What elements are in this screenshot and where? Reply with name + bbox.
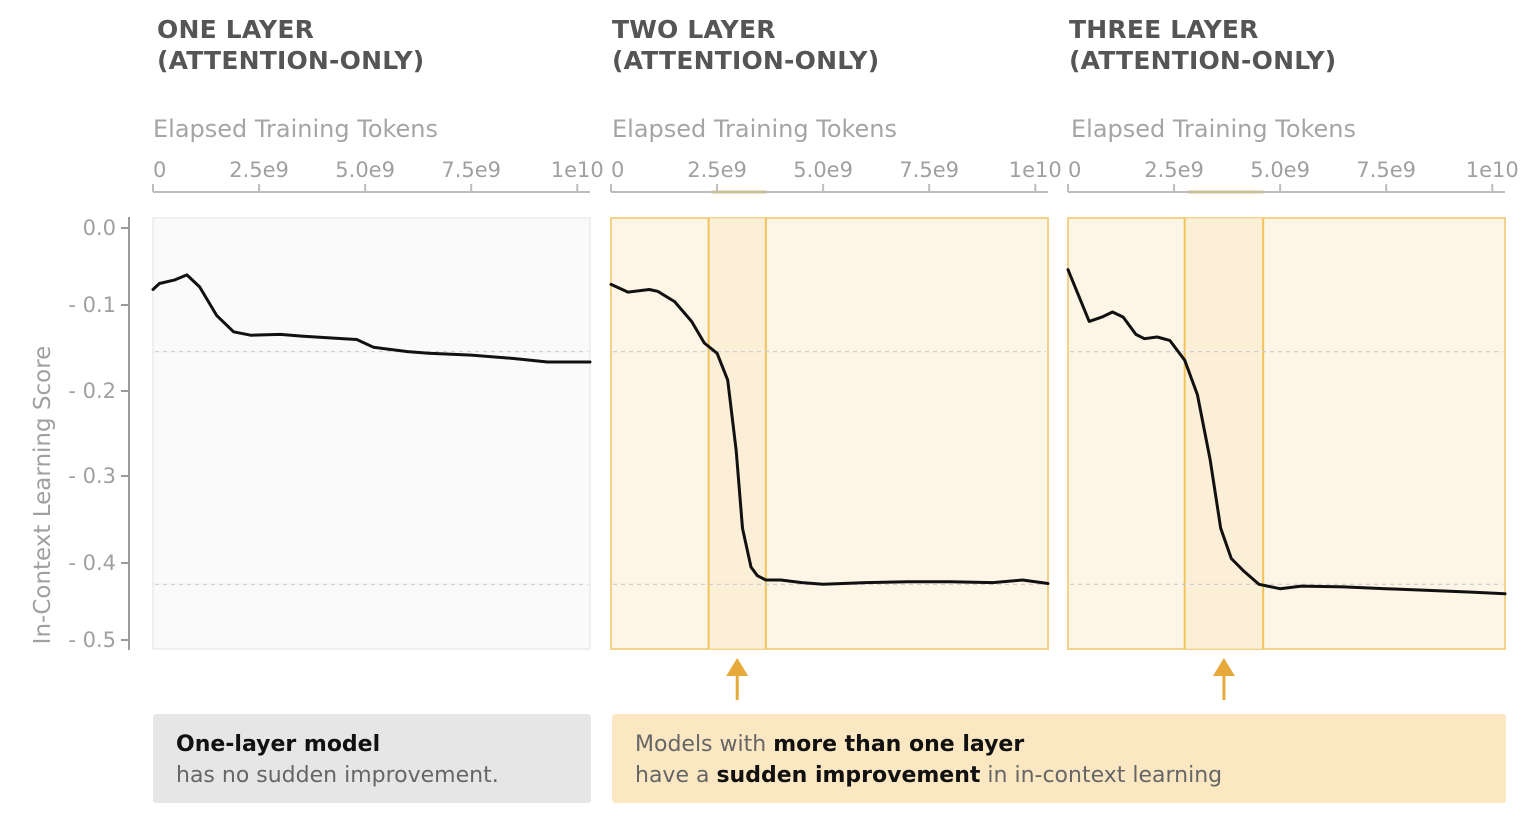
panel-title-three-layer: THREE LAYER (ATTENTION-ONLY)	[1069, 15, 1337, 75]
callout-bold: One-layer model	[176, 732, 381, 757]
plot-area	[152, 217, 591, 650]
x-tick-label: 2.5e9	[1144, 158, 1204, 182]
y-tick-label: - 0.5	[68, 628, 116, 652]
x-tick-label: 0	[1068, 158, 1081, 182]
x-axis-label: Elapsed Training Tokens	[153, 115, 439, 143]
y-tick-label: - 0.1	[68, 293, 116, 317]
y-axis-label: In-Context Learning Score	[30, 346, 56, 645]
callout-text: has no sudden improvement.	[176, 763, 499, 788]
x-tick-label: 7.5e9	[899, 158, 959, 182]
panel-title-two-layer: TWO LAYER (ATTENTION-ONLY)	[612, 15, 880, 75]
x-tick-label: 7.5e9	[1356, 158, 1416, 182]
y-tick-label: - 0.4	[68, 551, 116, 575]
x-tick-label: 2.5e9	[687, 158, 747, 182]
callout-text: in in-context learning	[980, 763, 1223, 788]
x-tick-label: 1e10	[551, 158, 604, 182]
transition-band	[708, 218, 766, 649]
x-tick-label: 7.5e9	[441, 158, 501, 182]
one-layer-callout: One-layer model has no sudden improvemen…	[153, 714, 591, 803]
x-tick-label: 1e10	[1466, 158, 1519, 182]
x-axis-label: Elapsed Training Tokens	[1071, 115, 1357, 143]
x-tick-label: 5.0e9	[335, 158, 395, 182]
x-axis-label: Elapsed Training Tokens	[612, 115, 898, 143]
plot-area	[1067, 217, 1506, 650]
multi-layer-callout: Models with more than one layer have a s…	[612, 714, 1506, 803]
score-curve	[609, 282, 1050, 586]
arrow-head	[1212, 658, 1235, 676]
x-tick-label: 5.0e9	[793, 158, 853, 182]
x-tick-label: 0	[611, 158, 624, 182]
y-tick-label: - 0.2	[68, 379, 116, 403]
x-tick-label: 1e10	[1009, 158, 1062, 182]
y-tick-label: - 0.3	[68, 464, 116, 488]
x-tick-label: 2.5e9	[229, 158, 289, 182]
panel-title-one-layer: ONE LAYER (ATTENTION-ONLY)	[157, 15, 425, 75]
x-tick-label: 0	[153, 158, 166, 182]
callout-bold: sudden improvement	[716, 763, 981, 788]
score-curve	[1066, 268, 1507, 596]
callout-text: Models with	[635, 732, 774, 757]
callout-bold: more than one layer	[773, 732, 1025, 757]
callout-text: have a	[635, 763, 717, 788]
plot-area	[610, 217, 1049, 650]
arrow-head	[726, 658, 749, 676]
score-curve	[151, 273, 592, 364]
x-tick-label: 5.0e9	[1250, 158, 1310, 182]
y-tick-label: 0.0	[83, 216, 116, 240]
